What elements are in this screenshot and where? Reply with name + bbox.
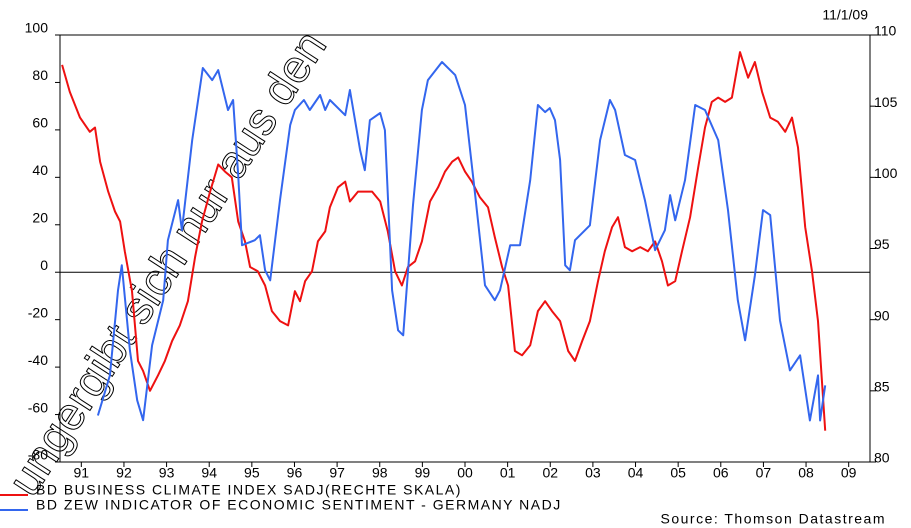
y2-tick-label: 110 — [874, 23, 897, 39]
x-tick-label: 01 — [500, 465, 516, 481]
x-tick-label: 08 — [798, 465, 814, 481]
series-line — [61, 51, 827, 431]
x-tick-label: 07 — [756, 465, 772, 481]
x-tick-label: 94 — [201, 465, 217, 481]
y-tick-label: -20 — [28, 304, 48, 320]
x-tick-label: 95 — [244, 465, 260, 481]
y2-tick-label: 80 — [874, 450, 890, 466]
legend-label: BD BUSINESS CLIMATE INDEX SADJ(RECHTE SK… — [36, 482, 462, 498]
x-tick-label: 97 — [329, 465, 345, 481]
x-tick-label: 93 — [159, 465, 175, 481]
x-tick-label: 03 — [585, 465, 601, 481]
x-tick-label: 09 — [841, 465, 857, 481]
x-tick-label: 02 — [542, 465, 558, 481]
source-label: Source: Thomson Datastream — [661, 511, 887, 527]
y-tick-label: 60 — [32, 115, 48, 131]
y2-tick-label: 85 — [874, 379, 890, 395]
y2-tick-label: 95 — [874, 236, 890, 252]
y-tick-label: -60 — [28, 399, 48, 415]
series-line — [96, 61, 827, 422]
y-tick-label: -80 — [28, 447, 48, 463]
x-tick-label: 05 — [670, 465, 686, 481]
y-tick-label: -40 — [28, 352, 48, 368]
watermark: ungergibt sich nur aus den — [0, 21, 336, 504]
x-tick-label: 00 — [457, 465, 473, 481]
date-label: 11/1/09 — [822, 7, 868, 23]
x-tick-label: 96 — [287, 465, 303, 481]
y2-tick-label: 105 — [874, 94, 898, 110]
y2-tick-label: 90 — [874, 307, 890, 323]
y-tick-label: 80 — [32, 67, 48, 83]
x-tick-label: 99 — [415, 465, 431, 481]
y-tick-label: 0 — [40, 257, 48, 273]
x-tick-label: 04 — [628, 465, 644, 481]
x-tick-label: 92 — [116, 465, 132, 481]
y-tick-label: 20 — [32, 209, 48, 225]
y-tick-label: 100 — [25, 20, 49, 36]
legend-label: BD ZEW INDICATOR OF ECONOMIC SENTIMENT -… — [36, 497, 562, 513]
x-tick-label: 06 — [713, 465, 729, 481]
y-tick-label: 40 — [32, 162, 48, 178]
x-tick-label: 91 — [74, 465, 90, 481]
x-tick-label: 98 — [372, 465, 388, 481]
y2-tick-label: 100 — [874, 165, 898, 181]
